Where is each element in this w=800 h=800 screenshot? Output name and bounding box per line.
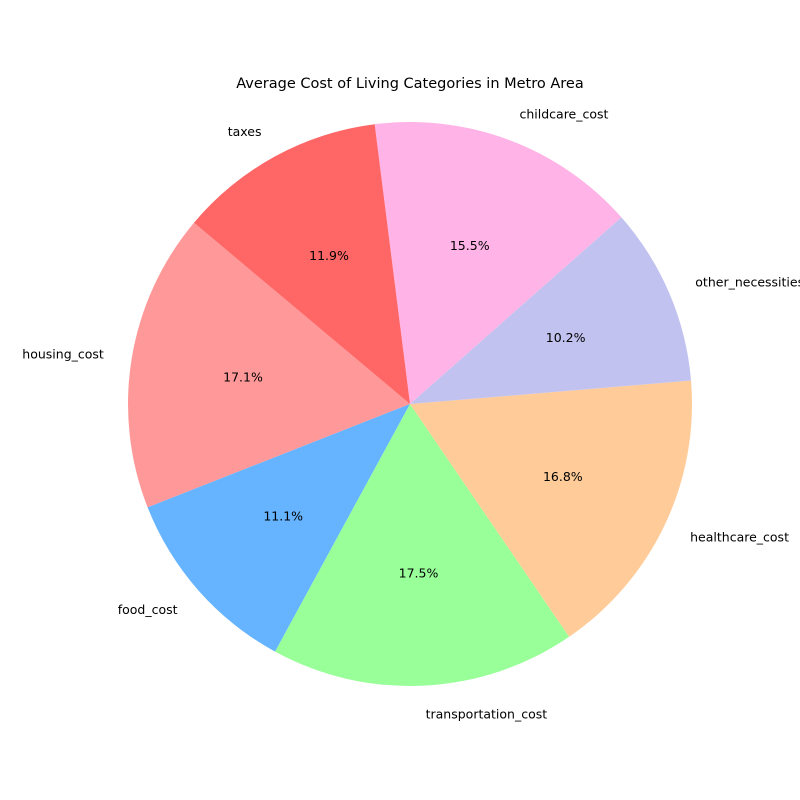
pie-category-label: other_necessities <box>695 275 800 290</box>
pie-slice-taxes <box>193 124 410 405</box>
chart-title: Average Cost of Living Categories in Met… <box>236 76 584 92</box>
pie-percent-label: 16.8% <box>543 469 583 484</box>
pie-slice-housing-cost <box>128 222 410 508</box>
pie-percent-label: 10.2% <box>546 330 586 345</box>
pie-slice-transportation-cost <box>275 404 570 686</box>
pie-percent-labels: 17.1% 11.1% 17.5% 16.8% 10.2% 15.5% 11.9% <box>223 238 585 580</box>
pie-category-label: food_cost <box>118 602 178 617</box>
pie-category-label: healthcare_cost <box>690 530 789 545</box>
pie-slice-healthcare-cost <box>410 380 692 637</box>
pie-slice-food-cost <box>147 404 410 652</box>
pie-percent-label: 11.1% <box>263 509 303 524</box>
pie-category-label: childcare_cost <box>519 106 608 121</box>
pie-category-label: taxes <box>228 124 262 139</box>
pie-slice-childcare-cost <box>374 122 622 405</box>
pie-category-label: transportation_cost <box>426 706 548 721</box>
pie-category-label: housing_cost <box>22 347 104 362</box>
pie-percent-label: 15.5% <box>450 238 490 253</box>
pie-percent-label: 17.5% <box>399 565 439 580</box>
pie-percent-label: 17.1% <box>223 369 263 384</box>
pie-percent-label: 11.9% <box>309 248 349 263</box>
pie-slice-other-necessities <box>410 217 692 404</box>
pie-category-labels: housing_cost food_cost transportation_cost… <box>22 106 800 721</box>
pie-slices <box>128 122 692 686</box>
